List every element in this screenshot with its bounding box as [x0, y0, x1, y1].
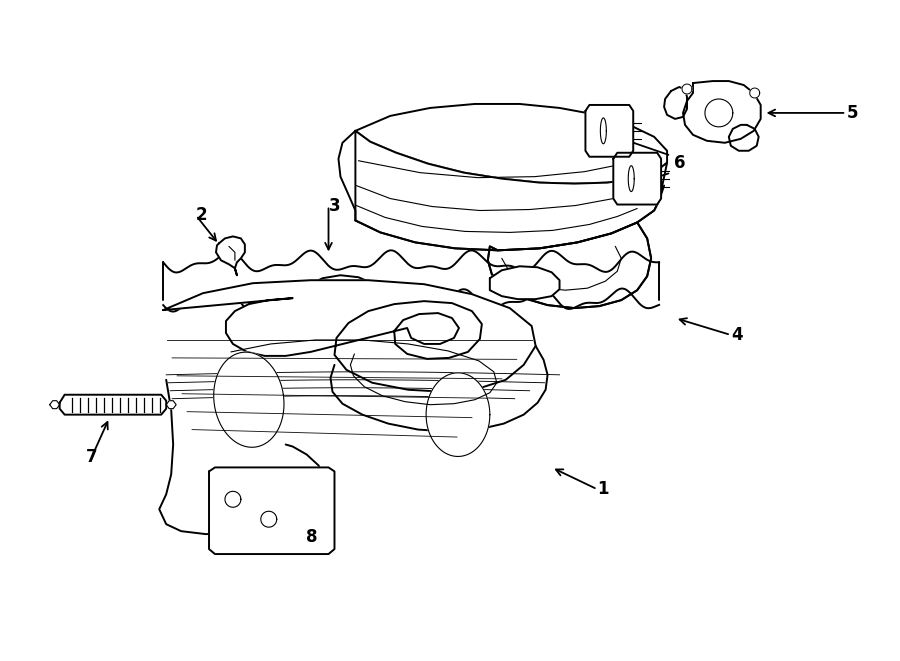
- Polygon shape: [750, 88, 760, 98]
- Polygon shape: [490, 266, 560, 299]
- Polygon shape: [166, 401, 176, 408]
- Polygon shape: [216, 237, 245, 275]
- Polygon shape: [261, 511, 276, 527]
- Polygon shape: [488, 223, 652, 308]
- Polygon shape: [613, 153, 662, 204]
- Polygon shape: [59, 395, 166, 414]
- Polygon shape: [163, 280, 536, 392]
- Polygon shape: [705, 99, 733, 127]
- Polygon shape: [225, 491, 241, 507]
- Polygon shape: [682, 84, 692, 94]
- Polygon shape: [209, 467, 335, 554]
- Polygon shape: [356, 104, 667, 184]
- Text: 7: 7: [86, 448, 97, 467]
- Text: 1: 1: [598, 481, 609, 498]
- Polygon shape: [628, 166, 634, 192]
- Polygon shape: [213, 352, 284, 447]
- Text: 3: 3: [328, 196, 340, 215]
- Polygon shape: [585, 105, 634, 157]
- Polygon shape: [683, 81, 760, 143]
- Polygon shape: [50, 401, 59, 408]
- Text: 4: 4: [731, 326, 742, 344]
- Polygon shape: [600, 118, 607, 144]
- Text: 5: 5: [846, 104, 858, 122]
- Polygon shape: [301, 275, 381, 314]
- Polygon shape: [356, 131, 667, 251]
- Polygon shape: [426, 373, 490, 457]
- Text: 8: 8: [306, 528, 317, 546]
- Text: 2: 2: [196, 206, 208, 225]
- Polygon shape: [664, 87, 687, 119]
- Polygon shape: [729, 125, 759, 151]
- Text: 6: 6: [674, 154, 686, 172]
